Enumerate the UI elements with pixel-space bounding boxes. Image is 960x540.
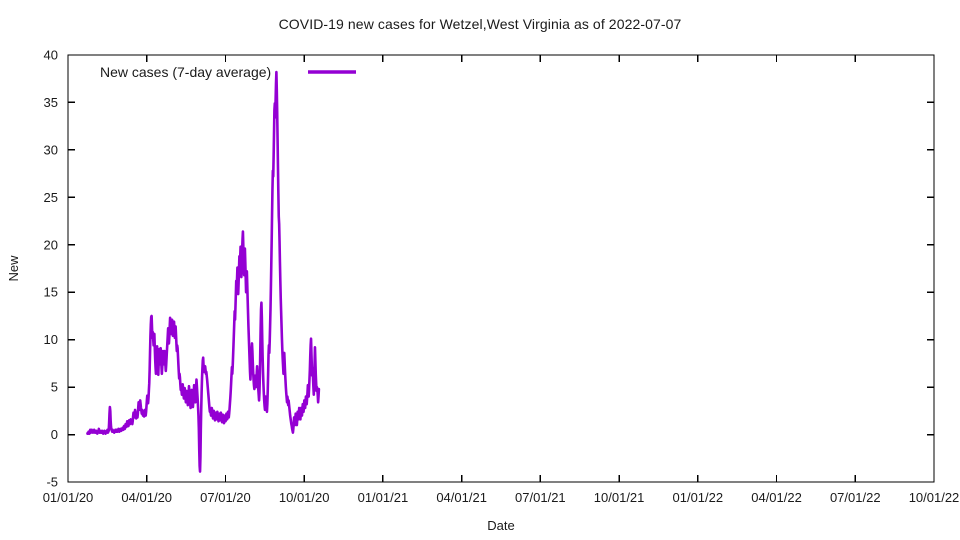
y-tick-label: 40 (44, 48, 58, 63)
y-tick-label: 15 (44, 285, 58, 300)
chart-legend: New cases (7-day average) (100, 64, 356, 80)
x-tick-label: 10/01/22 (909, 490, 960, 505)
y-tick-label: 10 (44, 332, 58, 347)
chart-title: COVID-19 new cases for Wetzel,West Virgi… (278, 16, 682, 32)
x-tick-label: 04/01/21 (436, 490, 487, 505)
y-axis-title: New (6, 255, 21, 282)
x-tick-label: 07/01/21 (515, 490, 566, 505)
x-tick-label: 01/01/20 (43, 490, 94, 505)
x-tick-label: 07/01/20 (200, 490, 251, 505)
y-tick-label: 35 (44, 95, 58, 110)
plot-border (67, 54, 935, 483)
x-tick-label: 01/01/22 (673, 490, 724, 505)
x-tick-label: 07/01/22 (830, 490, 881, 505)
data-series-new-cases (86, 70, 321, 473)
y-axis-tick-labels: -5 0 5 10 15 20 25 30 35 40 (44, 48, 58, 490)
y-tick-label: 0 (51, 427, 58, 442)
x-axis-title: Date (487, 518, 514, 533)
x-axis-tick-labels: 01/01/20 04/01/20 07/01/20 10/01/20 01/01/21… (43, 490, 960, 505)
x-tick-label: 04/01/22 (751, 490, 802, 505)
y-tick-label: -5 (46, 475, 58, 490)
y-tick-label: 20 (44, 237, 58, 252)
x-tick-label: 10/01/20 (279, 490, 330, 505)
y-tick-label: 25 (44, 190, 58, 205)
x-tick-label: 04/01/20 (121, 490, 172, 505)
y-tick-label: 30 (44, 142, 58, 157)
legend-label-new-cases: New cases (7-day average) (100, 64, 271, 80)
x-tick-label: 10/01/21 (594, 490, 645, 505)
x-tick-label: 01/01/21 (358, 490, 409, 505)
y-tick-label: 5 (51, 380, 58, 395)
